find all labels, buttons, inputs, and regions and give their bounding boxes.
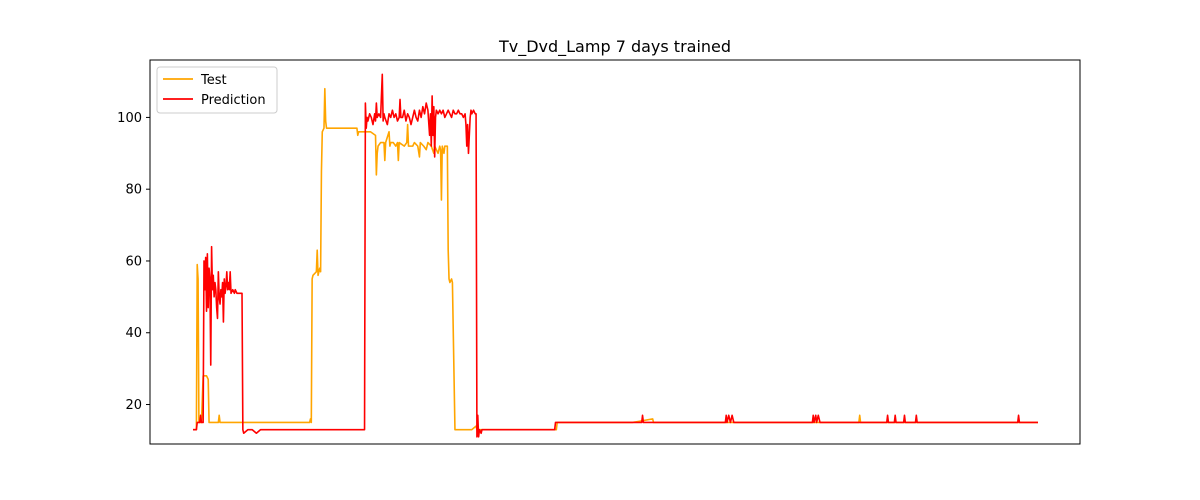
chart-title: Tv_Dvd_Lamp 7 days trained <box>498 37 731 57</box>
series-line-prediction <box>193 73 1038 438</box>
plot-area <box>149 59 1081 445</box>
y-tick-label: 100 <box>117 111 142 126</box>
y-tick-label: 40 <box>125 326 142 341</box>
y-axis-ticks: 20 40 60 80 100 <box>117 111 150 413</box>
legend: Test Prediction <box>156 66 278 114</box>
legend-label-test: Test <box>200 73 227 88</box>
axes-frame <box>149 59 1081 445</box>
series-layer <box>193 73 1038 438</box>
y-tick-label: 80 <box>125 183 142 198</box>
legend-label-prediction: Prediction <box>201 93 266 108</box>
y-tick-label: 60 <box>125 254 142 269</box>
plot-background <box>150 60 1080 444</box>
y-tick-label: 20 <box>125 398 142 413</box>
